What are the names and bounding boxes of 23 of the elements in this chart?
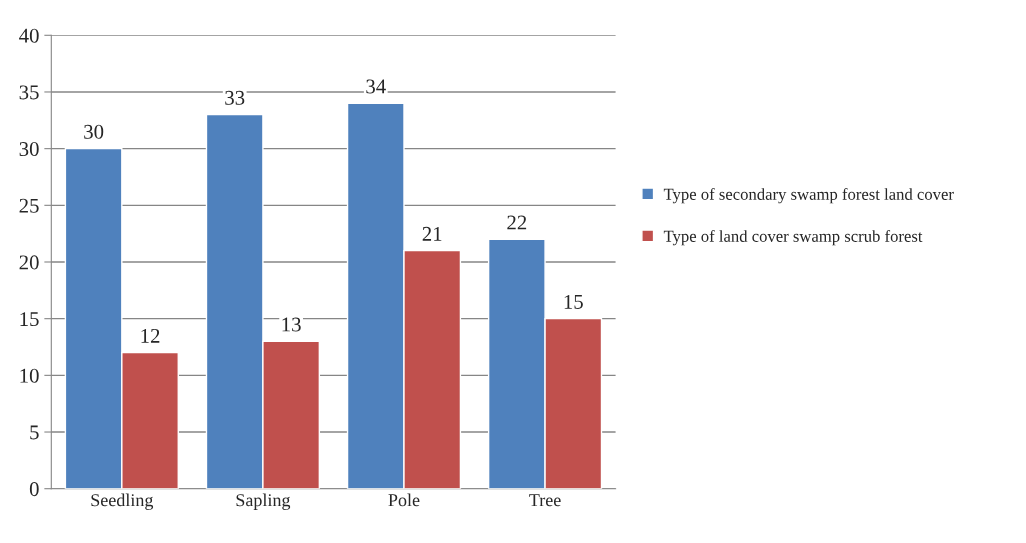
legend-label: Type of secondary swamp forest land cover — [663, 187, 954, 204]
x-tick-label: Sapling — [236, 493, 291, 510]
x-tick-label: Tree — [529, 494, 561, 507]
y-tick-label: 40 — [19, 28, 39, 43]
data-label: 22 — [507, 215, 527, 230]
data-label: 13 — [282, 317, 301, 332]
y-tick-label: 5 — [30, 425, 39, 440]
data-label: 21 — [422, 226, 442, 241]
x-tick-label: Pole — [388, 493, 420, 507]
y-tick-label: 0 — [29, 482, 39, 497]
y-tick-label: 10 — [20, 368, 39, 383]
y-tick-label: 30 — [19, 142, 39, 157]
legend-label: Type of land cover swamp scrub forest — [663, 229, 923, 246]
data-label: 30 — [84, 124, 104, 139]
data-label: 15 — [564, 294, 583, 309]
y-tick-label: 25 — [19, 198, 39, 213]
y-tick-label: 35 — [19, 85, 39, 100]
y-tick-label: 15 — [20, 312, 39, 327]
data-label: 12 — [141, 328, 160, 343]
x-tick-label: Seedling — [91, 493, 154, 510]
y-tick-label: 20 — [19, 255, 39, 270]
data-label: 33 — [225, 90, 245, 105]
data-label: 34 — [366, 79, 386, 94]
